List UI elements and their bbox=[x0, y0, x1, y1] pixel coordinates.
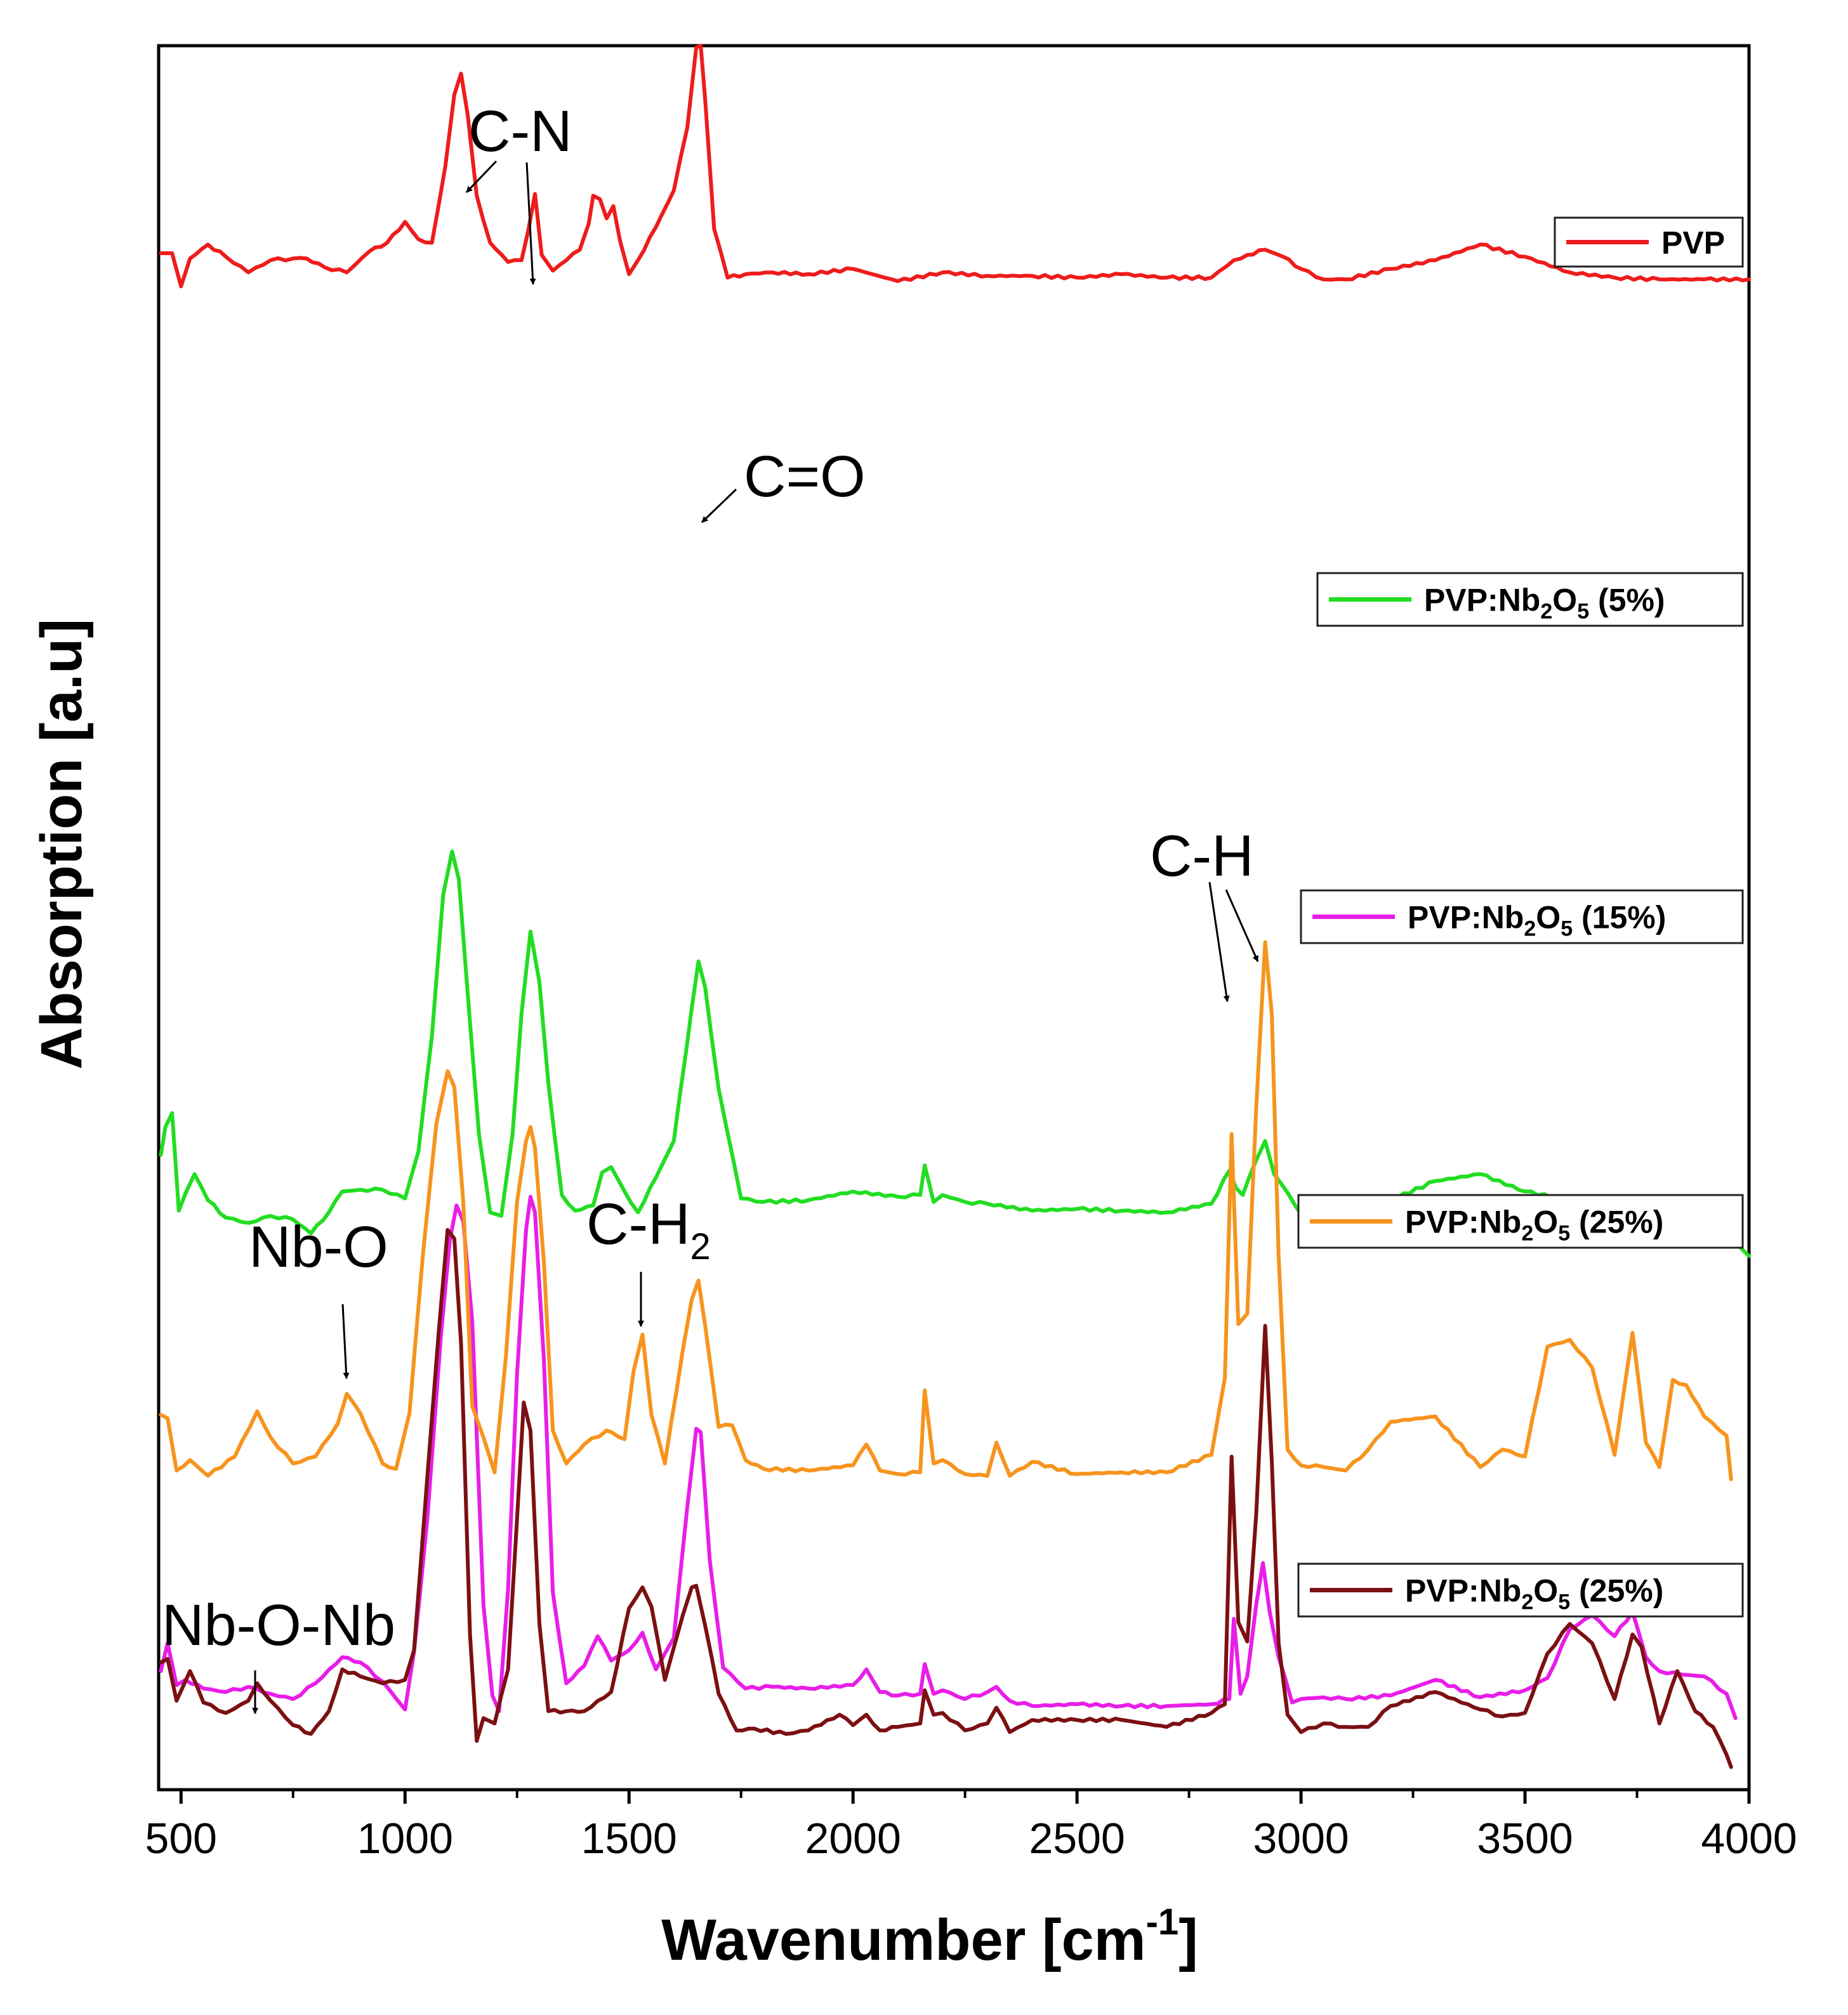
x-axis-title-superscript: -1 bbox=[1146, 1901, 1179, 1943]
x-axis-title: Wavenumber [cm-1] bbox=[661, 1901, 1198, 1972]
x-tick-label: 3500 bbox=[1477, 1814, 1573, 1863]
annotation-c-h2-text: C-H bbox=[586, 1192, 690, 1257]
legend-label-part: O bbox=[1533, 1205, 1558, 1240]
x-tick-label: 4000 bbox=[1701, 1814, 1797, 1863]
x-axis-title-main: Wavenumber [cm bbox=[661, 1908, 1145, 1972]
legend-entry-0: PVP bbox=[1554, 216, 1744, 268]
legend-label-part: PVP:Nb bbox=[1408, 900, 1524, 935]
legend-label-part: (5%) bbox=[1589, 583, 1665, 618]
x-tick-label: 1500 bbox=[581, 1814, 677, 1863]
annotation-c-h2-label: C-H2 bbox=[586, 1192, 711, 1267]
legend-label-part: O bbox=[1533, 1573, 1558, 1609]
legend-entry-3: PVP:Nb2O5 (25%) bbox=[1297, 1194, 1744, 1249]
y-axis-title: Absorption [a.u] bbox=[29, 619, 94, 1069]
legend-label-part: (25%) bbox=[1570, 1205, 1663, 1240]
legend-label-part: 2 bbox=[1521, 1222, 1533, 1246]
x-axis-title-end: ] bbox=[1178, 1908, 1198, 1972]
annotation-c-o: C=O bbox=[701, 444, 866, 524]
x-ticks-layer: 500 1000 1500 2000 2500 3000 3500 4000 bbox=[145, 1790, 1797, 1863]
plot-frame bbox=[157, 44, 1751, 1792]
annotation-c-n-arrow-2 bbox=[525, 162, 536, 285]
series-line-1 bbox=[159, 849, 1751, 1259]
annotation-c-h-label: C-H bbox=[1150, 824, 1254, 889]
legend-label: PVP:Nb2O5 (5%) bbox=[1424, 583, 1665, 624]
annotation-c-n-label: C-N bbox=[468, 99, 572, 164]
legend-label-part: 2 bbox=[1524, 917, 1536, 941]
traces-layer bbox=[159, 44, 1751, 1769]
annotation-c-h: C-H bbox=[1150, 824, 1259, 1002]
legend-label-part: 5 bbox=[1577, 600, 1589, 624]
series-line-3 bbox=[159, 940, 1733, 1481]
annotation-c-h2: C-H2 bbox=[586, 1192, 711, 1327]
annotation-nb-o-label: Nb-O bbox=[249, 1215, 388, 1279]
annotation-c-n-arrow-1 bbox=[465, 160, 498, 194]
legend-label-part: 2 bbox=[1540, 600, 1552, 624]
annotation-c-h-arrow-1 bbox=[1208, 882, 1230, 1002]
legend-label-part: PVP:Nb bbox=[1405, 1205, 1521, 1240]
legend-box bbox=[1297, 1194, 1744, 1249]
legend-label-part: (25%) bbox=[1570, 1573, 1663, 1609]
x-tick-label: 3000 bbox=[1253, 1814, 1349, 1863]
series-line-2 bbox=[159, 1194, 1738, 1721]
annotation-c-h-arrow-2 bbox=[1225, 889, 1259, 962]
legend-label-part: 5 bbox=[1558, 1590, 1570, 1615]
legend-label: PVP:Nb2O5 (15%) bbox=[1408, 900, 1666, 941]
legend-entry-2: PVP:Nb2O5 (15%) bbox=[1300, 889, 1744, 944]
legend-label-part: O bbox=[1536, 900, 1561, 935]
series-line-4 bbox=[159, 1227, 1733, 1769]
legend-label-part: O bbox=[1552, 583, 1577, 618]
legend-label-part: 5 bbox=[1561, 917, 1573, 941]
annotation-c-n: C-N bbox=[465, 99, 572, 285]
legend-label: PVP:Nb2O5 (25%) bbox=[1405, 1573, 1663, 1615]
legend-label-part: (15%) bbox=[1573, 900, 1666, 935]
legend-entry-1: PVP:Nb2O5 (5%) bbox=[1316, 572, 1744, 627]
legend-label: PVP:Nb2O5 (25%) bbox=[1405, 1205, 1663, 1246]
x-tick-label: 2000 bbox=[805, 1814, 901, 1863]
legend-label: PVP bbox=[1661, 225, 1725, 261]
legend-label-part: PVP:Nb bbox=[1405, 1573, 1521, 1609]
legend-label-part: 5 bbox=[1558, 1222, 1570, 1246]
x-tick-label: 1000 bbox=[357, 1814, 453, 1863]
series-line-0 bbox=[159, 44, 1751, 289]
annotation-c-o-label: C=O bbox=[744, 444, 866, 509]
legend-label-part: 2 bbox=[1521, 1590, 1533, 1615]
legend-label-part: PVP:Nb bbox=[1424, 583, 1540, 618]
x-tick-label: 2500 bbox=[1029, 1814, 1125, 1863]
annotation-nb-o-arrow bbox=[341, 1304, 350, 1379]
annotation-nb-o-nb-label: Nb-O-Nb bbox=[162, 1593, 395, 1658]
annotation-c-h2-subscript: 2 bbox=[690, 1226, 711, 1267]
annotation-c-o-arrow bbox=[701, 488, 737, 524]
annotation-nb-o-nb: Nb-O-Nb bbox=[162, 1593, 395, 1714]
x-tick-label: 500 bbox=[145, 1814, 217, 1863]
legend-label-part: PVP bbox=[1661, 225, 1725, 261]
annotation-nb-o: Nb-O bbox=[249, 1215, 388, 1379]
legend-entry-4: PVP:Nb2O5 (25%) bbox=[1297, 1562, 1744, 1618]
